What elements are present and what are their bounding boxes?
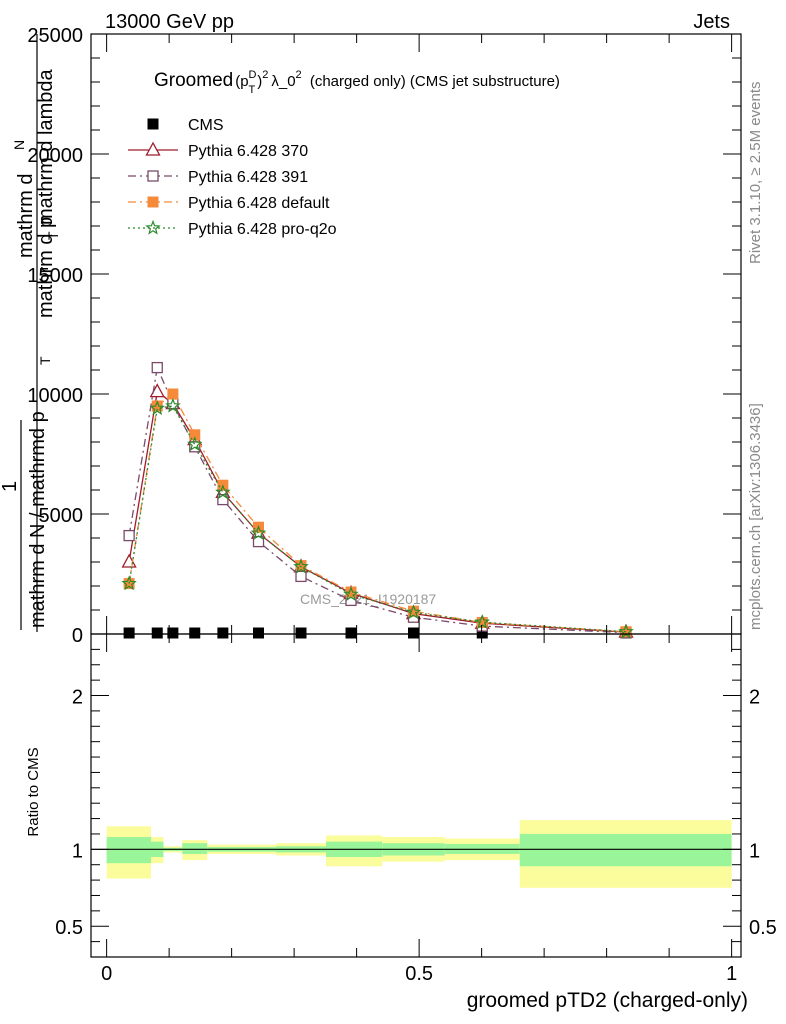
ratio-ytick-label-right: 0.5 [749, 917, 777, 939]
ytick-label: 20000 [27, 145, 83, 167]
title-main: Groomed [154, 70, 233, 91]
series-point [343, 586, 359, 602]
legend-label: Pythia 6.428 370 [188, 143, 308, 160]
series-0 [123, 627, 632, 639]
series-point [293, 558, 309, 574]
ratio-band-inner [106, 837, 151, 864]
ytick-label: 10000 [27, 385, 83, 407]
mcplots-label: mcplots.cern.ch [arXiv:1306.3436] [747, 403, 764, 630]
data-point [295, 627, 307, 639]
ratio-ylabel: Ratio to CMS [25, 747, 42, 836]
legend-marker [145, 219, 161, 235]
legend-marker [147, 118, 159, 130]
ytick-label: 0 [72, 625, 83, 647]
series-point [187, 436, 203, 452]
series-layer [121, 361, 634, 639]
ratio-band-inner [182, 843, 208, 854]
series-point [121, 575, 137, 591]
ytick-label: 15000 [27, 265, 83, 287]
legend-marker [145, 141, 161, 156]
legend-marker [147, 196, 159, 208]
data-point [345, 627, 357, 639]
data-point [217, 627, 229, 639]
ylabel-den-lambda: mathrm d lambda [35, 69, 57, 225]
ratio-ytick-label-right: 1 [749, 840, 760, 862]
title-sup-d: D [249, 69, 257, 81]
ylabel-frac: mathrm d N / mathrmd p [27, 411, 49, 628]
ylabel-den: mathrm d p [35, 217, 57, 318]
xtick-label: 0.5 [405, 963, 433, 985]
legend: CMS Pythia 6.428 370 Pythia 6.428 391 Pythi… [128, 117, 337, 238]
series-point [121, 553, 137, 568]
ratio-panel [91, 820, 741, 888]
title-sup-2b: 2 [296, 69, 302, 81]
data-point [253, 627, 264, 639]
ylabel-num: mathrm d [15, 174, 37, 258]
ylabel-frac-t: T [37, 356, 53, 365]
series-point [250, 525, 267, 540]
series-point [151, 361, 163, 374]
ratio-band-inner [519, 833, 732, 867]
series-point [149, 383, 165, 398]
title-rest: (charged only) (CMS jet substructure) [306, 73, 560, 90]
legend-label: CMS [188, 117, 224, 134]
ratio-frame [90, 633, 742, 958]
series-point [165, 397, 181, 413]
rivet-label: Rivet 3.1.10, ≥ 2.5M events [747, 82, 764, 265]
data-point [189, 627, 201, 639]
series-line [128, 405, 627, 633]
legend-label: Pythia 6.428 pro-q2o [188, 221, 337, 238]
x-axis-label: groomed pTD2 (charged-only) [467, 989, 748, 1012]
title-sup-2: 2 [262, 69, 268, 81]
data-point [151, 627, 163, 639]
ylabel-den-t: T [45, 231, 61, 240]
legend-marker [147, 170, 159, 182]
y-axis-label: mathrm d N mathrm d p T mathrm d lambda … [0, 34, 61, 632]
chart-title: Groomed (pD T)2 λ_02 (charged only) (CMS je… [154, 69, 560, 96]
xtick-label: 0 [101, 963, 112, 985]
title-lambda: λ_0 [271, 73, 295, 90]
data-point [123, 627, 135, 639]
ytick-label: 5000 [39, 505, 84, 527]
series-point [123, 529, 135, 542]
legend-label: Pythia 6.428 391 [188, 169, 308, 186]
title-close: ) [257, 73, 262, 90]
series-point [167, 388, 179, 400]
energy-label: 13000 GeV pp [105, 11, 234, 33]
series-point [474, 614, 490, 629]
series-point [149, 400, 165, 416]
ylabel-one: 1 [0, 481, 21, 492]
xtick-label: 1 [726, 963, 737, 985]
title-sub-t: T [249, 84, 256, 96]
ratio-ytick-label-right: 2 [749, 687, 760, 709]
legend-label: Pythia 6.428 default [188, 195, 330, 212]
category-label: Jets [693, 11, 730, 33]
ratio-ytick-label: 0.5 [55, 917, 83, 939]
series-point [215, 484, 231, 500]
series-point [295, 570, 307, 583]
ytick-label: 25000 [27, 25, 83, 47]
title-p: (p [235, 73, 248, 90]
data-point [408, 627, 419, 639]
ratio-ytick-label: 1 [72, 840, 83, 862]
ratio-ytick-label: 2 [72, 687, 83, 709]
series-point [405, 604, 422, 620]
ylabel-num-n: N [11, 140, 27, 150]
series-point [476, 616, 488, 628]
data-point [167, 627, 179, 639]
ratio-axes: 0.5 0.5 1 1 2 2 0 0.5 1 [55, 633, 777, 985]
